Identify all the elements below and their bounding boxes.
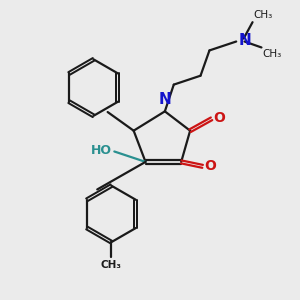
Text: CH₃: CH₃: [262, 49, 282, 59]
Text: CH₃: CH₃: [254, 10, 273, 20]
Text: O: O: [214, 111, 226, 125]
Text: HO: HO: [91, 143, 112, 157]
Text: N: N: [238, 32, 251, 47]
Text: O: O: [205, 159, 217, 173]
Text: N: N: [158, 92, 171, 107]
Text: CH₃: CH₃: [101, 260, 122, 270]
